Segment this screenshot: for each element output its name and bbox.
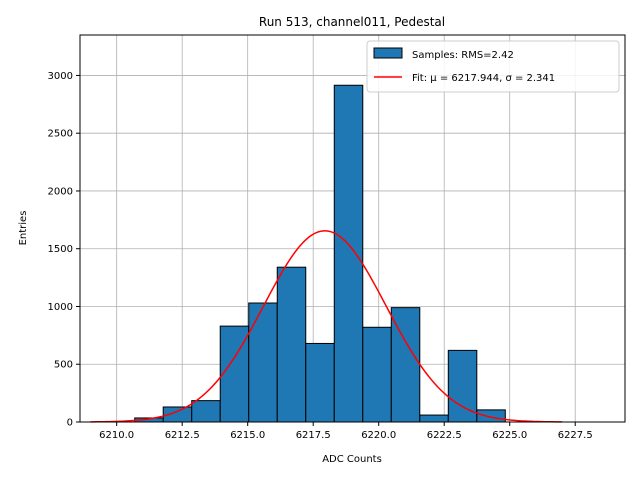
histogram-bar [390,307,421,423]
histogram-bar [305,342,335,423]
histogram-bar [191,400,221,423]
gaussian-fit-curve [90,230,563,423]
y-tick-label: 500 [54,360,73,371]
legend-histogram-swatch [373,47,403,59]
histogram-bar [276,266,307,423]
x-tick-label: 6220.0 [361,430,396,441]
histogram-bar [419,414,449,423]
y-tick-label: 2000 [48,186,73,197]
x-tick-label: 6212.5 [165,430,200,441]
y-tick-label: 1000 [48,302,73,313]
y-tick-label: 1500 [48,244,73,255]
histogram-bar [248,302,278,423]
histogram-bar [333,84,364,423]
y-axis-label: Entries [18,211,29,246]
histogram-bar [219,325,250,423]
y-tick-label: 0 [67,418,73,429]
histogram-bars [134,84,506,423]
x-axis-label: ADC Counts [322,454,382,465]
x-tick-label: 6227.5 [558,430,593,441]
y-axis-ticks: 0 500 1000 1500 2000 2500 3000 [48,71,80,429]
x-axis-ticks: 6210.0 6212.5 6215.0 6217.5 6220.0 6222.5 6225… [99,422,593,441]
x-tick-label: 6225.0 [492,430,527,441]
x-tick-label: 6217.5 [296,430,331,441]
legend: Samples: RMS=2.42 Fit: μ = 6217.944, σ =… [366,40,620,93]
legend-histogram-label: Samples: RMS=2.42 [412,50,514,61]
plot-frame [79,34,626,423]
x-tick-label: 6210.0 [99,430,134,441]
y-tick-label: 2500 [48,129,73,140]
x-tick-label: 6215.0 [230,430,265,441]
legend-fit-label: Fit: μ = 6217.944, σ = 2.341 [412,73,555,84]
histogram-bar [362,326,392,423]
y-tick-label: 3000 [48,71,73,82]
histogram-bar [447,349,478,423]
histogram-bar [476,409,506,423]
chart-title: Run 513, channel011, Pedestal [259,15,445,29]
legend-box [366,40,620,93]
x-tick-label: 6222.5 [427,430,462,441]
